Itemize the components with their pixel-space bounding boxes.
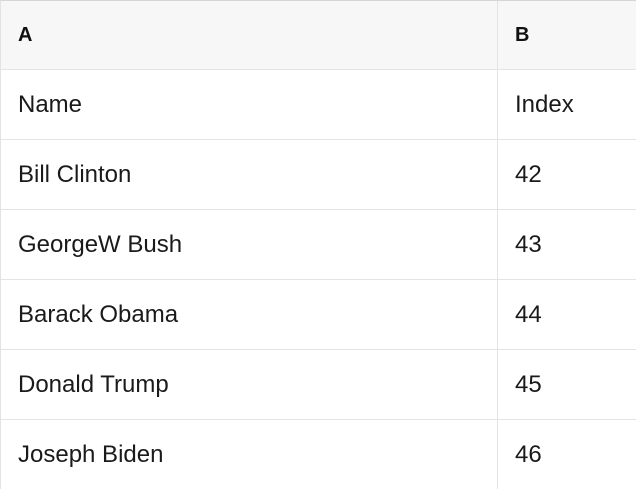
table-row: Donald Trump 45 [1, 350, 636, 420]
cell-index[interactable]: 42 [497, 140, 636, 209]
table-row: Name Index [1, 70, 636, 140]
cell-name[interactable]: GeorgeW Bush [18, 230, 183, 258]
table-row: GeorgeW Bush 43 [1, 210, 636, 280]
cell-name[interactable]: Donald Trump [18, 370, 169, 398]
cell-name[interactable]: Bill Clinton [18, 160, 132, 188]
column-header-a[interactable]: A [18, 24, 33, 46]
table-row: Bill Clinton 42 [1, 140, 636, 210]
cell-index[interactable]: 44 [497, 280, 636, 349]
table-row: Joseph Biden 46 [1, 420, 636, 489]
column-header-b[interactable]: B [497, 1, 636, 69]
cell-index[interactable]: 45 [497, 350, 636, 419]
table-row: Barack Obama 44 [1, 280, 636, 350]
cell-name[interactable]: Barack Obama [18, 300, 179, 328]
cell-name[interactable]: Name [18, 90, 83, 118]
cell-index[interactable]: 43 [497, 210, 636, 279]
cell-name[interactable]: Joseph Biden [18, 440, 164, 468]
cell-index[interactable]: 46 [497, 420, 636, 489]
column-header-row: A B [1, 1, 636, 70]
cell-index[interactable]: Index [497, 70, 636, 139]
